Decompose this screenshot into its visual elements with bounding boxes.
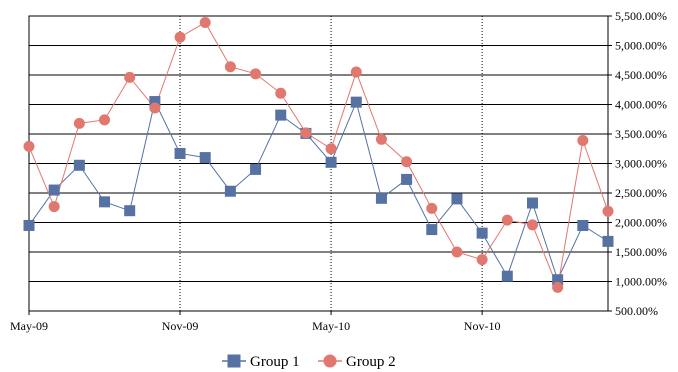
data-point: [224, 61, 236, 73]
data-point: [325, 156, 337, 168]
data-point: [552, 274, 564, 286]
legend: Group 1 Group 2: [222, 354, 396, 370]
legend-square-icon: [227, 354, 241, 368]
data-point: [199, 152, 211, 164]
data-point: [48, 201, 60, 213]
series-line: [28, 100, 609, 282]
data-point: [602, 235, 614, 247]
plot-area: [28, 15, 609, 312]
data-point: [350, 66, 362, 78]
data-point: [250, 163, 262, 175]
data-point: [73, 159, 85, 171]
y-tick-label: 3,000.00%: [615, 157, 667, 171]
x-tick-label: May-09: [10, 319, 48, 333]
legend-label: Group 2: [346, 354, 396, 370]
data-point: [375, 133, 387, 145]
data-point: [526, 219, 538, 231]
series-layer: [23, 16, 614, 293]
data-point: [602, 205, 614, 217]
data-point: [325, 143, 337, 155]
data-point: [451, 193, 463, 205]
legend-circle-icon: [323, 354, 337, 368]
data-point: [199, 16, 211, 28]
data-point: [23, 219, 35, 231]
x-axis-tick-labels: May-09 Nov-09 May-10 Nov-10: [10, 319, 500, 333]
y-tick-label: 4,000.00%: [615, 98, 667, 112]
data-point: [552, 281, 564, 293]
data-point: [401, 173, 413, 185]
data-point: [501, 270, 513, 282]
y-tick-label: 2,500.00%: [615, 186, 667, 200]
y-tick-label: 500.00%: [615, 304, 658, 318]
horizontal-gridlines: [29, 15, 612, 312]
data-point: [224, 185, 236, 197]
y-tick-label: 3,500.00%: [615, 127, 667, 141]
legend-entry-2: Group 2: [318, 354, 396, 370]
legend-label: Group 1: [250, 354, 300, 370]
data-point: [577, 134, 589, 146]
y-tick-label: 1,000.00%: [615, 275, 667, 289]
data-point: [350, 96, 362, 108]
legend-entry-1: Group 1: [222, 354, 300, 370]
y-tick-label: 2,000.00%: [615, 216, 667, 230]
data-point: [577, 219, 589, 231]
series-line: [28, 21, 609, 290]
data-point: [275, 87, 287, 99]
data-point: [149, 96, 161, 108]
series-2-markers: [23, 16, 614, 293]
data-point: [174, 147, 186, 159]
data-point: [476, 254, 488, 266]
data-point: [375, 192, 387, 204]
series-1-markers: [23, 96, 614, 286]
data-point: [451, 246, 463, 258]
y-tick-label: 5,500.00%: [615, 9, 667, 23]
data-point: [426, 224, 438, 236]
data-point: [501, 214, 513, 226]
data-point: [23, 140, 35, 152]
x-tick-label: May-10: [312, 319, 350, 333]
y-tick-label: 1,500.00%: [615, 245, 667, 259]
data-point: [426, 202, 438, 214]
data-point: [149, 102, 161, 114]
x-tick-label: Nov-09: [162, 319, 199, 333]
data-point: [99, 114, 111, 126]
data-point: [99, 196, 111, 208]
data-point: [48, 184, 60, 196]
y-tick-label: 5,000.00%: [615, 39, 667, 53]
series-2: [28, 21, 609, 290]
data-point: [275, 109, 287, 121]
data-point: [124, 205, 136, 217]
y-axis-tick-labels: 500.00% 1,000.00% 1,500.00% 2,000.00% 2,500.…: [615, 9, 667, 318]
data-point: [250, 68, 262, 80]
data-point: [73, 117, 85, 129]
data-point: [401, 156, 413, 168]
data-point: [526, 197, 538, 209]
data-point: [124, 71, 136, 83]
x-tick-label: Nov-10: [464, 319, 501, 333]
data-point: [476, 227, 488, 239]
data-point: [300, 127, 312, 139]
y-tick-label: 4,500.00%: [615, 68, 667, 82]
series-1: [28, 100, 609, 282]
data-point: [174, 31, 186, 43]
